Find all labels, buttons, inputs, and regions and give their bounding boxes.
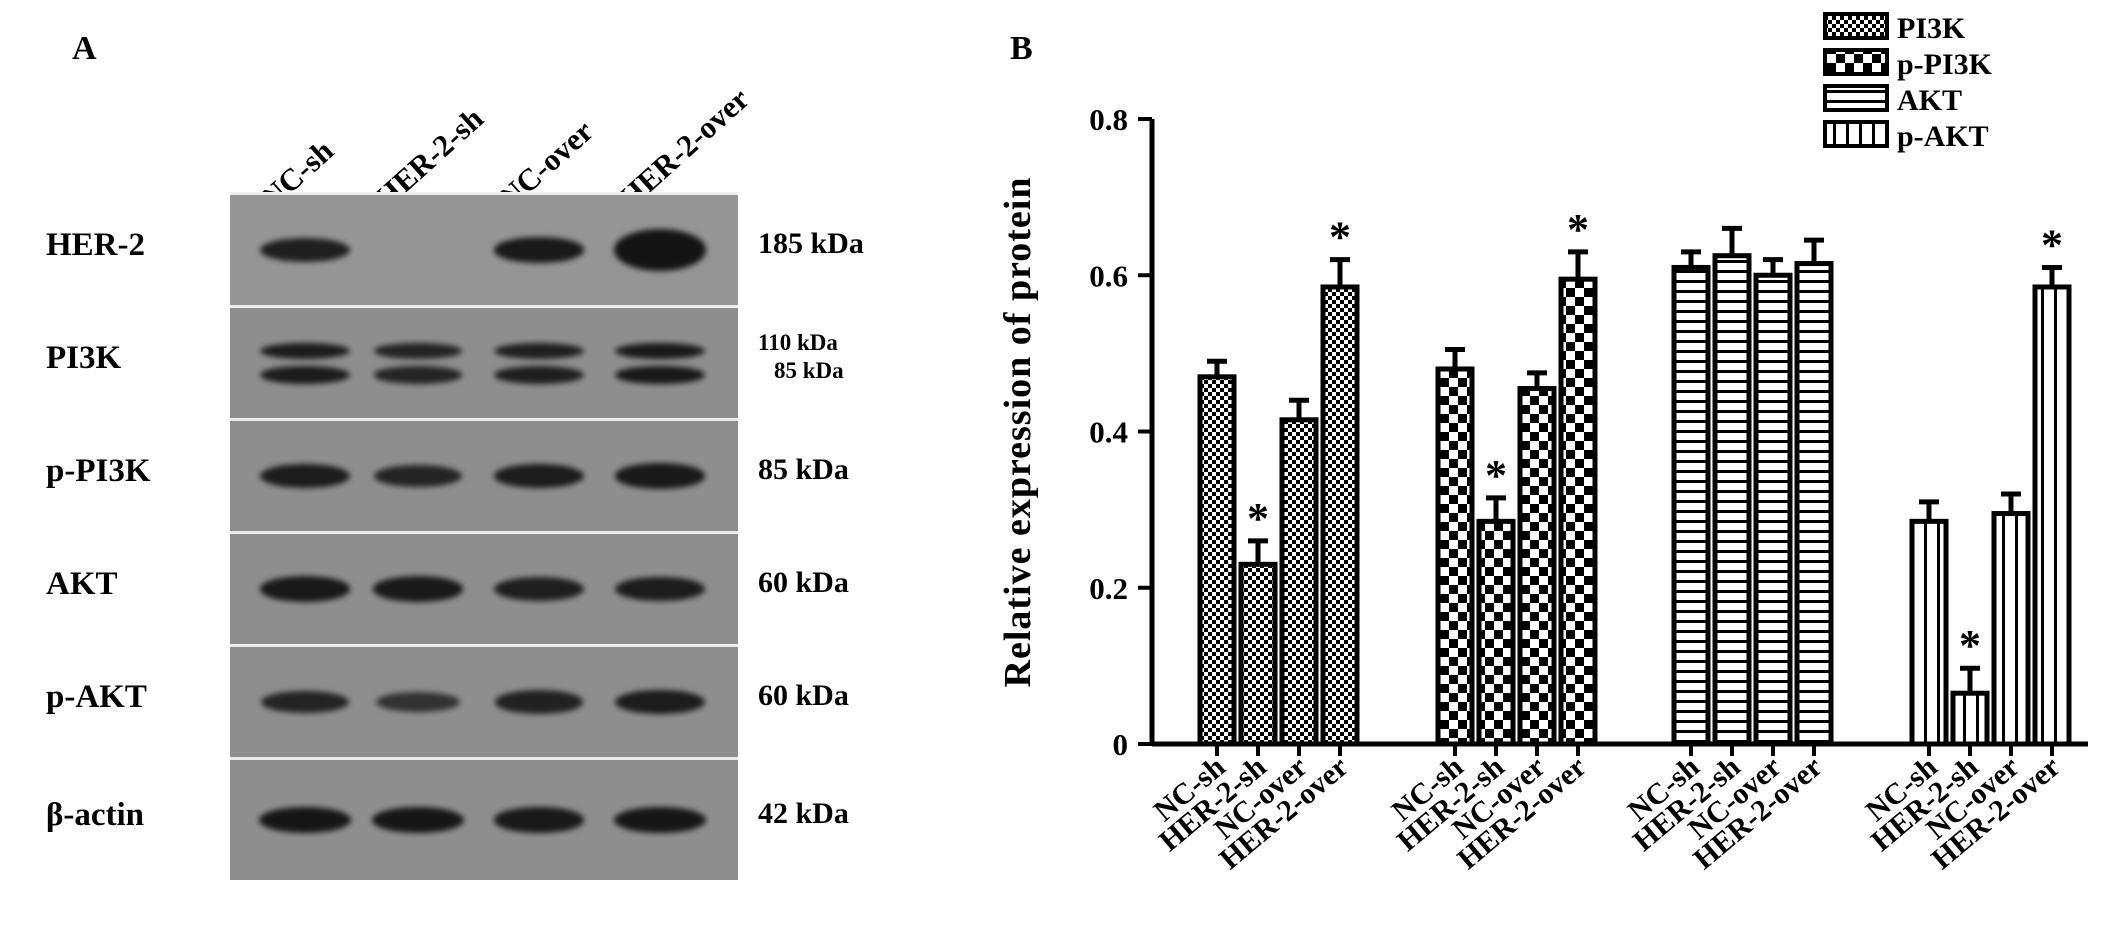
panel-b-letter: B — [1010, 30, 1033, 67]
protein-band — [259, 576, 351, 602]
bar — [1794, 261, 1834, 747]
protein-band — [374, 343, 462, 359]
row-label: PI3K — [46, 340, 122, 376]
bar — [1435, 366, 1475, 747]
blot-strip — [230, 531, 738, 644]
significance-star: * — [1247, 494, 1269, 543]
protein-band — [494, 690, 584, 714]
kda-label: 110 kDa — [758, 330, 838, 355]
significance-star: * — [1959, 621, 1981, 670]
bar — [1320, 284, 1360, 747]
row-label: β-actin — [46, 797, 145, 833]
protein-band — [614, 229, 706, 271]
protein-band — [372, 807, 464, 833]
bar — [1517, 386, 1557, 747]
protein-band — [493, 807, 585, 833]
protein-band — [615, 689, 705, 715]
bar — [1909, 518, 1949, 747]
blot-strip — [230, 757, 738, 880]
legend-label: AKT — [1897, 84, 1962, 117]
protein-band — [374, 366, 462, 384]
legend-swatch — [1823, 48, 1889, 76]
legend-swatch — [1823, 120, 1889, 148]
protein-band — [261, 690, 349, 714]
protein-band — [259, 807, 351, 833]
protein-band — [260, 342, 350, 360]
legend-label: p-AKT — [1897, 120, 1989, 153]
row-label: HER-2 — [46, 227, 145, 263]
protein-band — [494, 577, 584, 601]
row-label: AKT — [46, 566, 118, 602]
y-axis-label: Relative expression of protein — [997, 177, 1039, 688]
bar — [1238, 561, 1278, 747]
bar — [1197, 374, 1237, 747]
bar — [1950, 690, 1990, 747]
y-tick-label: 0 — [1113, 727, 1129, 762]
kda-label: 42 kDa — [758, 797, 849, 830]
bar — [1712, 253, 1752, 747]
y-tick-label: 0.8 — [1089, 102, 1128, 137]
panel-a-letter: A — [72, 30, 97, 67]
legend-swatch — [1823, 12, 1889, 40]
kda-label: 60 kDa — [758, 566, 849, 599]
bar — [1991, 511, 2031, 747]
protein-band — [260, 238, 350, 262]
kda-label: 85 kDa — [758, 453, 849, 486]
legend-label: PI3K — [1897, 12, 1966, 45]
bar — [1279, 417, 1319, 747]
row-label: p-PI3K — [46, 453, 151, 489]
blot-strip — [230, 305, 738, 418]
y-tick-label: 0.4 — [1089, 415, 1128, 450]
protein-band — [494, 343, 584, 359]
protein-band — [260, 365, 350, 385]
significance-star: * — [1567, 205, 1589, 254]
bar — [2032, 284, 2072, 747]
protein-band — [374, 464, 462, 488]
legend-swatch — [1823, 84, 1889, 112]
bar — [1753, 272, 1793, 747]
bar — [1476, 518, 1516, 747]
blot-strip — [230, 192, 738, 305]
y-tick-label: 0.6 — [1089, 258, 1128, 293]
protein-band — [494, 366, 584, 384]
kda-label-secondary: 85 kDa — [774, 358, 844, 383]
protein-band — [260, 463, 350, 489]
protein-band — [494, 463, 584, 489]
protein-band — [372, 576, 464, 602]
bar — [1671, 264, 1711, 747]
significance-star: * — [1329, 213, 1351, 262]
kda-label: 60 kDa — [758, 679, 849, 712]
protein-band — [375, 692, 461, 712]
bar — [1558, 276, 1598, 747]
protein-band — [614, 365, 706, 385]
legend-label: p-PI3K — [1897, 48, 1993, 81]
protein-band — [614, 342, 706, 360]
significance-star: * — [2041, 220, 2063, 269]
protein-band — [614, 807, 706, 833]
row-label: p-AKT — [46, 679, 147, 715]
y-tick-label: 0.2 — [1089, 571, 1128, 606]
protein-band — [615, 576, 705, 602]
protein-band — [493, 237, 585, 263]
protein-band — [614, 463, 706, 489]
significance-star: * — [1485, 451, 1507, 500]
kda-label: 185 kDa — [758, 227, 864, 260]
blot-strip — [230, 418, 738, 531]
blot-strip — [230, 644, 738, 757]
